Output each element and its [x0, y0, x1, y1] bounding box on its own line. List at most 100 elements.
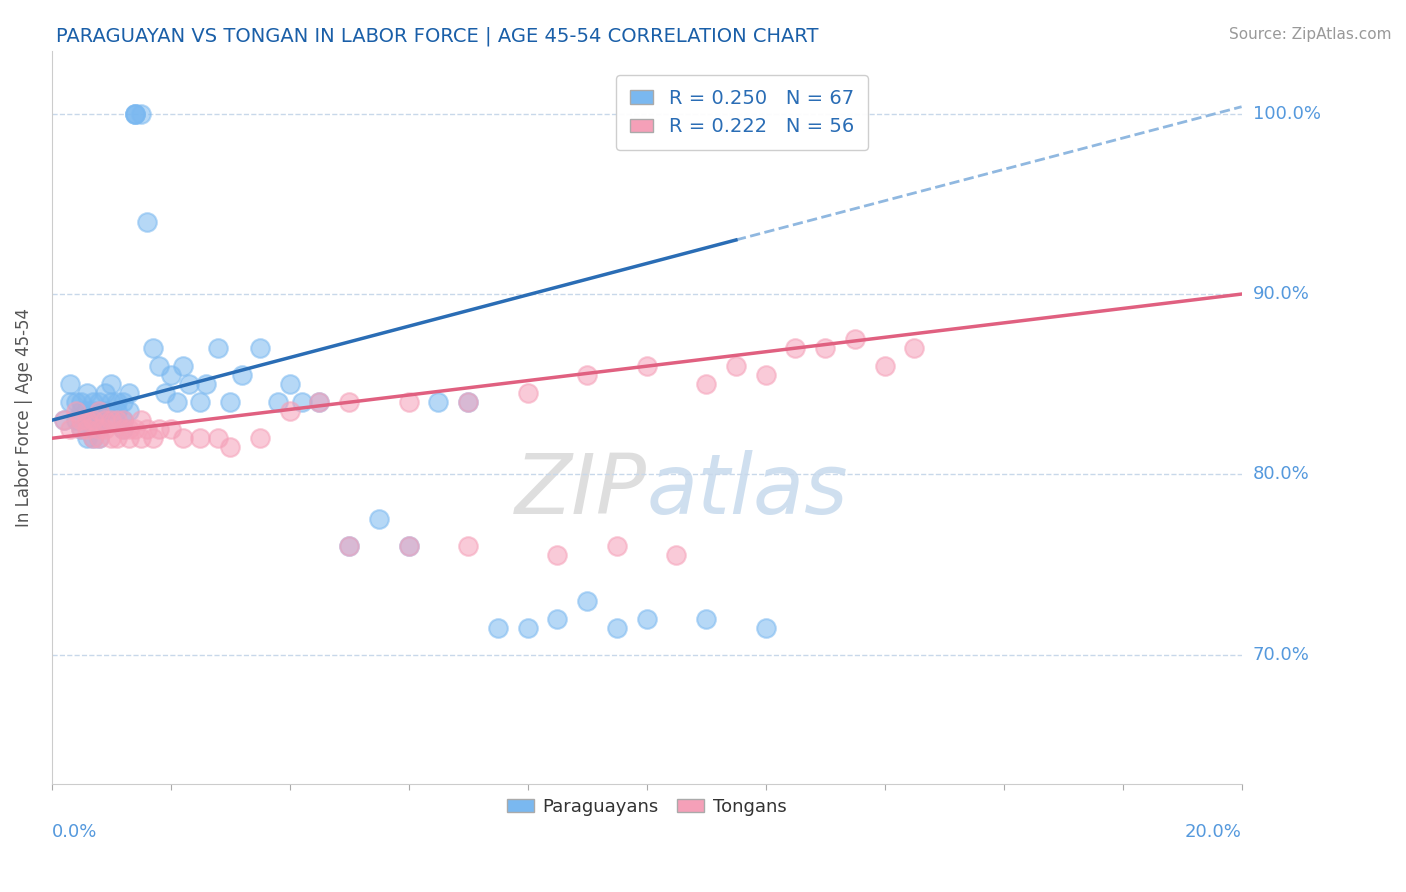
Point	[100, 431, 122, 445]
Point	[118, 386, 141, 401]
Point	[142, 431, 165, 445]
Point	[94, 413, 117, 427]
Point	[903, 341, 925, 355]
Point	[94, 422, 117, 436]
Point	[606, 621, 628, 635]
Point	[76, 431, 98, 445]
Text: PARAGUAYAN VS TONGAN IN LABOR FORCE | AGE 45-54 CORRELATION CHART: PARAGUAYAN VS TONGAN IN LABOR FORCE | AG…	[56, 27, 818, 46]
Point	[112, 422, 135, 436]
Point	[249, 431, 271, 445]
Point	[136, 215, 159, 229]
Point	[70, 422, 93, 436]
Legend: Paraguayans, Tongans: Paraguayans, Tongans	[499, 790, 794, 823]
Point	[105, 404, 128, 418]
Point	[457, 395, 479, 409]
Point	[486, 621, 509, 635]
Point	[105, 413, 128, 427]
Point	[124, 422, 146, 436]
Point	[546, 549, 568, 563]
Point	[70, 404, 93, 418]
Point	[172, 431, 194, 445]
Point	[112, 413, 135, 427]
Text: 80.0%: 80.0%	[1253, 466, 1309, 483]
Point	[457, 540, 479, 554]
Point	[576, 593, 599, 607]
Point	[76, 413, 98, 427]
Point	[118, 422, 141, 436]
Point	[278, 404, 301, 418]
Point	[76, 404, 98, 418]
Point	[100, 395, 122, 409]
Point	[636, 611, 658, 625]
Point	[308, 395, 330, 409]
Point	[785, 341, 807, 355]
Point	[308, 395, 330, 409]
Point	[52, 413, 75, 427]
Point	[516, 386, 538, 401]
Point	[148, 422, 170, 436]
Point	[76, 422, 98, 436]
Point	[219, 440, 242, 454]
Text: 0.0%: 0.0%	[52, 823, 97, 841]
Point	[82, 431, 104, 445]
Point	[190, 395, 212, 409]
Point	[219, 395, 242, 409]
Y-axis label: In Labor Force | Age 45-54: In Labor Force | Age 45-54	[15, 308, 32, 527]
Point	[112, 422, 135, 436]
Point	[337, 540, 360, 554]
Point	[814, 341, 837, 355]
Point	[65, 413, 87, 427]
Point	[82, 422, 104, 436]
Point	[59, 377, 82, 392]
Point	[70, 395, 93, 409]
Point	[82, 395, 104, 409]
Point	[278, 377, 301, 392]
Point	[65, 404, 87, 418]
Point	[546, 611, 568, 625]
Point	[207, 341, 229, 355]
Point	[124, 107, 146, 121]
Point	[105, 431, 128, 445]
Point	[82, 431, 104, 445]
Point	[112, 395, 135, 409]
Point	[576, 368, 599, 383]
Point	[118, 431, 141, 445]
Point	[124, 107, 146, 121]
Point	[89, 404, 111, 418]
Point	[159, 422, 181, 436]
Point	[153, 386, 176, 401]
Point	[695, 377, 717, 392]
Point	[166, 395, 188, 409]
Text: 70.0%: 70.0%	[1253, 646, 1309, 664]
Point	[89, 404, 111, 418]
Point	[65, 395, 87, 409]
Point	[195, 377, 218, 392]
Point	[398, 540, 420, 554]
Point	[94, 404, 117, 418]
Point	[873, 359, 896, 374]
Point	[665, 549, 688, 563]
Point	[427, 395, 450, 409]
Point	[89, 413, 111, 427]
Point	[124, 107, 146, 121]
Point	[82, 413, 104, 427]
Point	[100, 413, 122, 427]
Point	[76, 386, 98, 401]
Point	[190, 431, 212, 445]
Point	[59, 422, 82, 436]
Point	[89, 431, 111, 445]
Text: ZIP: ZIP	[515, 450, 647, 532]
Point	[159, 368, 181, 383]
Point	[368, 512, 391, 526]
Point	[267, 395, 290, 409]
Text: Source: ZipAtlas.com: Source: ZipAtlas.com	[1229, 27, 1392, 42]
Point	[291, 395, 314, 409]
Point	[337, 540, 360, 554]
Point	[249, 341, 271, 355]
Point	[457, 395, 479, 409]
Text: 20.0%: 20.0%	[1185, 823, 1241, 841]
Point	[516, 621, 538, 635]
Point	[105, 395, 128, 409]
Point	[52, 413, 75, 427]
Point	[70, 413, 93, 427]
